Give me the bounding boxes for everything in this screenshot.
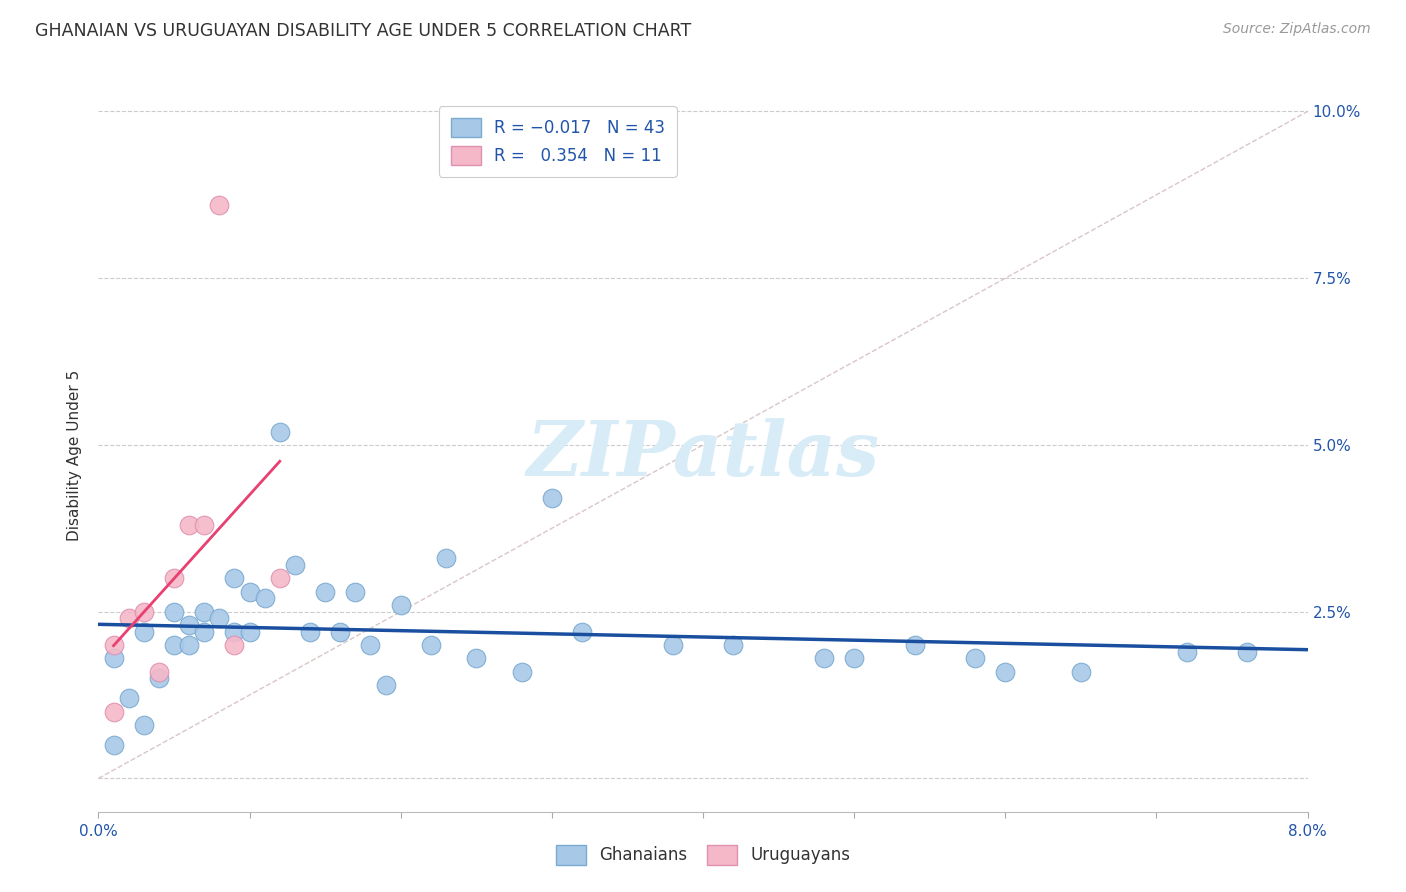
- Point: [179, 618, 201, 632]
- Point: [465, 651, 488, 665]
- Point: [103, 738, 125, 752]
- Point: [103, 651, 125, 665]
- Point: [374, 678, 396, 692]
- Point: [389, 598, 412, 612]
- Point: [434, 551, 457, 566]
- Point: [208, 198, 231, 212]
- Text: Source: ZipAtlas.com: Source: ZipAtlas.com: [1223, 22, 1371, 37]
- Point: [965, 651, 987, 665]
- Point: [103, 638, 125, 652]
- Point: [723, 638, 745, 652]
- Point: [239, 584, 262, 599]
- Point: [420, 638, 443, 652]
- Point: [299, 624, 322, 639]
- Point: [329, 624, 352, 639]
- Point: [224, 624, 246, 639]
- Point: [253, 591, 276, 606]
- Point: [662, 638, 685, 652]
- Point: [193, 624, 215, 639]
- Point: [224, 571, 246, 585]
- Point: [994, 665, 1017, 679]
- Point: [269, 425, 291, 439]
- Point: [1070, 665, 1092, 679]
- Point: [118, 611, 141, 625]
- Point: [193, 518, 215, 533]
- Point: [510, 665, 533, 679]
- Point: [148, 665, 170, 679]
- Point: [269, 571, 291, 585]
- Legend: Ghanaians, Uruguayans: Ghanaians, Uruguayans: [548, 838, 858, 871]
- Point: [118, 691, 141, 706]
- Point: [904, 638, 927, 652]
- Point: [344, 584, 367, 599]
- Point: [163, 605, 186, 619]
- Point: [148, 671, 170, 685]
- Point: [208, 611, 231, 625]
- Point: [1175, 645, 1198, 659]
- Point: [132, 605, 155, 619]
- Point: [132, 624, 155, 639]
- Point: [224, 638, 246, 652]
- Point: [1236, 645, 1258, 659]
- Point: [541, 491, 564, 506]
- Point: [284, 558, 307, 572]
- Y-axis label: Disability Age Under 5: Disability Age Under 5: [67, 369, 83, 541]
- Point: [179, 518, 201, 533]
- Point: [239, 624, 262, 639]
- Point: [179, 638, 201, 652]
- Point: [103, 705, 125, 719]
- Point: [360, 638, 382, 652]
- Point: [132, 718, 155, 732]
- Point: [163, 571, 186, 585]
- Point: [844, 651, 866, 665]
- Point: [813, 651, 835, 665]
- Point: [163, 638, 186, 652]
- Point: [193, 605, 215, 619]
- Point: [571, 624, 593, 639]
- Text: GHANAIAN VS URUGUAYAN DISABILITY AGE UNDER 5 CORRELATION CHART: GHANAIAN VS URUGUAYAN DISABILITY AGE UND…: [35, 22, 692, 40]
- Text: ZIPatlas: ZIPatlas: [526, 418, 880, 491]
- Point: [314, 584, 336, 599]
